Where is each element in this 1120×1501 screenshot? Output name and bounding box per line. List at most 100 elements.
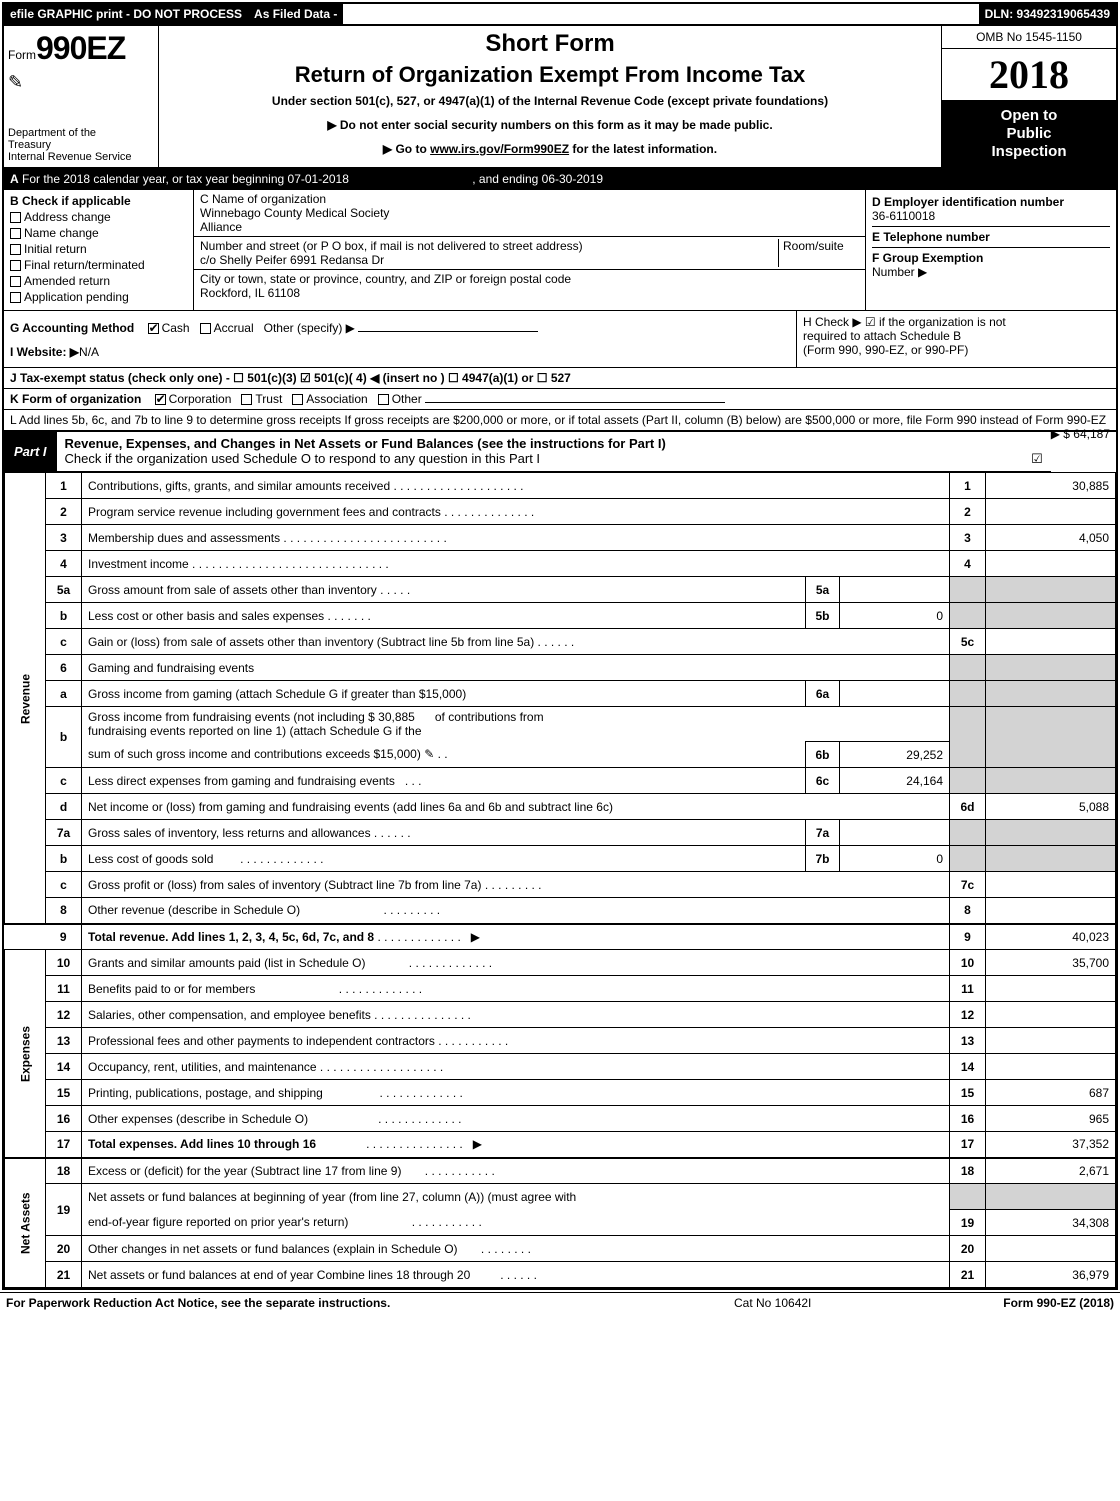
form-container: efile GRAPHIC print - DO NOT PROCESS As … xyxy=(2,2,1118,1290)
h-line3: (Form 990, 990-EZ, or 990-PF) xyxy=(803,343,1110,357)
org-name-1: Winnebago County Medical Society xyxy=(200,206,859,220)
k-label: K Form of organization xyxy=(10,392,141,406)
check-name-change[interactable]: Name change xyxy=(10,226,187,240)
table-row: 14 Occupancy, rent, utilities, and maint… xyxy=(5,1054,1116,1080)
check-association[interactable] xyxy=(292,394,303,405)
amt-no: 1 xyxy=(950,473,986,499)
f-label2: Number ▶ xyxy=(872,265,1110,279)
addr-label: Number and street (or P O box, if mail i… xyxy=(200,239,774,253)
e-label: E Telephone number xyxy=(872,230,1110,244)
under-section: Under section 501(c), 527, or 4947(a)(1)… xyxy=(167,94,933,108)
check-initial-return[interactable]: Initial return xyxy=(10,242,187,256)
check-address-change[interactable]: Address change xyxy=(10,210,187,224)
ein-block: D Employer identification number 36-6110… xyxy=(872,192,1110,227)
check-other-org[interactable] xyxy=(378,394,389,405)
table-row: 8 Other revenue (describe in Schedule O)… xyxy=(5,898,1116,924)
table-row: 16 Other expenses (describe in Schedule … xyxy=(5,1106,1116,1132)
row-k: K Form of organization Corporation Trust… xyxy=(4,389,1116,410)
tax-year: 2018 xyxy=(942,49,1116,101)
check-final-return[interactable]: Final return/terminated xyxy=(10,258,187,272)
check-corporation[interactable] xyxy=(155,394,166,405)
open-line3: Inspection xyxy=(944,143,1114,161)
table-row: sum of such gross income and contributio… xyxy=(5,742,1116,768)
org-name-2: Alliance xyxy=(200,220,859,234)
f-label: F Group Exemption xyxy=(872,251,1110,265)
header: Form990EZ ✎ Department of the Treasury I… xyxy=(4,26,1116,169)
org-name-block: C Name of organization Winnebago County … xyxy=(194,190,865,237)
sidebar-netassets: Net Assets xyxy=(5,1158,46,1288)
check-application-pending[interactable]: Application pending xyxy=(10,290,187,304)
table-row: c Gross profit or (loss) from sales of i… xyxy=(5,872,1116,898)
footer-left: For Paperwork Reduction Act Notice, see … xyxy=(6,1296,734,1310)
h-line2: required to attach Schedule B xyxy=(803,329,1110,343)
pencil-icon: ✎ xyxy=(8,72,154,93)
arrow-line-1: ▶ Do not enter social security numbers o… xyxy=(167,118,933,132)
check-trust[interactable] xyxy=(241,394,252,405)
g-other: Other (specify) ▶ xyxy=(264,321,355,335)
g-label: G Accounting Method xyxy=(10,321,134,335)
asfiled-value xyxy=(343,4,978,24)
return-title: Return of Organization Exempt From Incom… xyxy=(167,62,933,88)
part1-header: Part I Revenue, Expenses, and Changes in… xyxy=(4,432,1051,472)
check-accrual[interactable] xyxy=(200,323,211,334)
table-row: 11 Benefits paid to or for members . . .… xyxy=(5,976,1116,1002)
table-row: b Less cost or other basis and sales exp… xyxy=(5,603,1116,629)
line-no: 1 xyxy=(46,473,82,499)
table-row: b Gross income from fundraising events (… xyxy=(5,707,1116,742)
col-b: B Check if applicable Address change Nam… xyxy=(4,190,194,310)
footer-mid: Cat No 10642I xyxy=(734,1296,934,1310)
irs-link[interactable]: www.irs.gov/Form990EZ xyxy=(430,142,569,156)
h-line1: H Check ▶ ☑ if the organization is not xyxy=(803,315,1110,329)
arrow-line-2: ▶ Go to www.irs.gov/Form990EZ for the la… xyxy=(167,142,933,156)
room-suite-label: Room/suite xyxy=(779,239,859,267)
other-org-line[interactable] xyxy=(425,402,725,403)
amt-value: 30,885 xyxy=(986,473,1116,499)
footer-right: Form 990-EZ (2018) xyxy=(934,1296,1114,1310)
check-amended-return[interactable]: Amended return xyxy=(10,274,187,288)
ein-value: 36-6110018 xyxy=(872,209,1110,223)
dept-line3: Internal Revenue Service xyxy=(8,151,154,163)
check-cash[interactable] xyxy=(148,323,159,334)
table-row: Revenue 1 Contributions, gifts, grants, … xyxy=(5,473,1116,499)
table-row: Expenses 10 Grants and similar amounts p… xyxy=(5,950,1116,976)
i-label: I Website: ▶ xyxy=(10,345,79,359)
row-a-text: For the 2018 calendar year, or tax year … xyxy=(22,172,349,186)
table-row: 6 Gaming and fundraising events xyxy=(5,655,1116,681)
row-a-ending: , and ending 06-30-2019 xyxy=(472,172,603,186)
table-row: 21 Net assets or fund balances at end of… xyxy=(5,1262,1116,1288)
table-row: 7a Gross sales of inventory, less return… xyxy=(5,820,1116,846)
row-a: A For the 2018 calendar year, or tax yea… xyxy=(4,169,1116,190)
form-prefix: Form xyxy=(8,48,36,62)
part1-title: Revenue, Expenses, and Changes in Net As… xyxy=(65,436,666,451)
city-block: City or town, state or province, country… xyxy=(194,270,865,302)
table-row: a Gross income from gaming (attach Sched… xyxy=(5,681,1116,707)
phone-block: E Telephone number xyxy=(872,227,1110,248)
row-j: J Tax-exempt status (check only one) - ☐… xyxy=(4,368,1116,389)
other-specify-line[interactable] xyxy=(358,331,538,332)
table-row: 13 Professional fees and other payments … xyxy=(5,1028,1116,1054)
table-row: d Net income or (loss) from gaming and f… xyxy=(5,794,1116,820)
dept-line2: Treasury xyxy=(8,139,154,151)
j-text: J Tax-exempt status (check only one) - ☐… xyxy=(10,371,571,385)
dept-line1: Department of the xyxy=(8,127,154,139)
accounting-method: G Accounting Method Cash Accrual Other (… xyxy=(4,311,796,367)
open-line1: Open to xyxy=(944,107,1114,125)
footer: For Paperwork Reduction Act Notice, see … xyxy=(0,1292,1120,1313)
group-exemption-block: F Group Exemption Number ▶ xyxy=(872,248,1110,282)
table-row: c Less direct expenses from gaming and f… xyxy=(5,768,1116,794)
efile-label: efile GRAPHIC print - DO NOT PROCESS xyxy=(4,4,248,24)
c-label: C Name of organization xyxy=(200,192,859,206)
open-public-inspection: Open to Public Inspection xyxy=(942,101,1116,167)
open-line2: Public xyxy=(944,125,1114,143)
address-block: Number and street (or P O box, if mail i… xyxy=(194,237,865,270)
row-a-label: A xyxy=(10,172,19,186)
row-l: L Add lines 5b, 6c, and 7b to line 9 to … xyxy=(4,410,1116,432)
l-text: L Add lines 5b, 6c, and 7b to line 9 to … xyxy=(10,413,1106,427)
city-label: City or town, state or province, country… xyxy=(200,272,859,286)
col-c: C Name of organization Winnebago County … xyxy=(194,190,866,310)
dln-label: DLN: 93492319065439 xyxy=(979,4,1116,24)
table-row: end-of-year figure reported on prior yea… xyxy=(5,1210,1116,1236)
table-row: 9 Total revenue. Add lines 1, 2, 3, 4, 5… xyxy=(5,924,1116,950)
header-left: Form990EZ ✎ Department of the Treasury I… xyxy=(4,26,159,167)
table-row: b Less cost of goods sold . . . . . . . … xyxy=(5,846,1116,872)
